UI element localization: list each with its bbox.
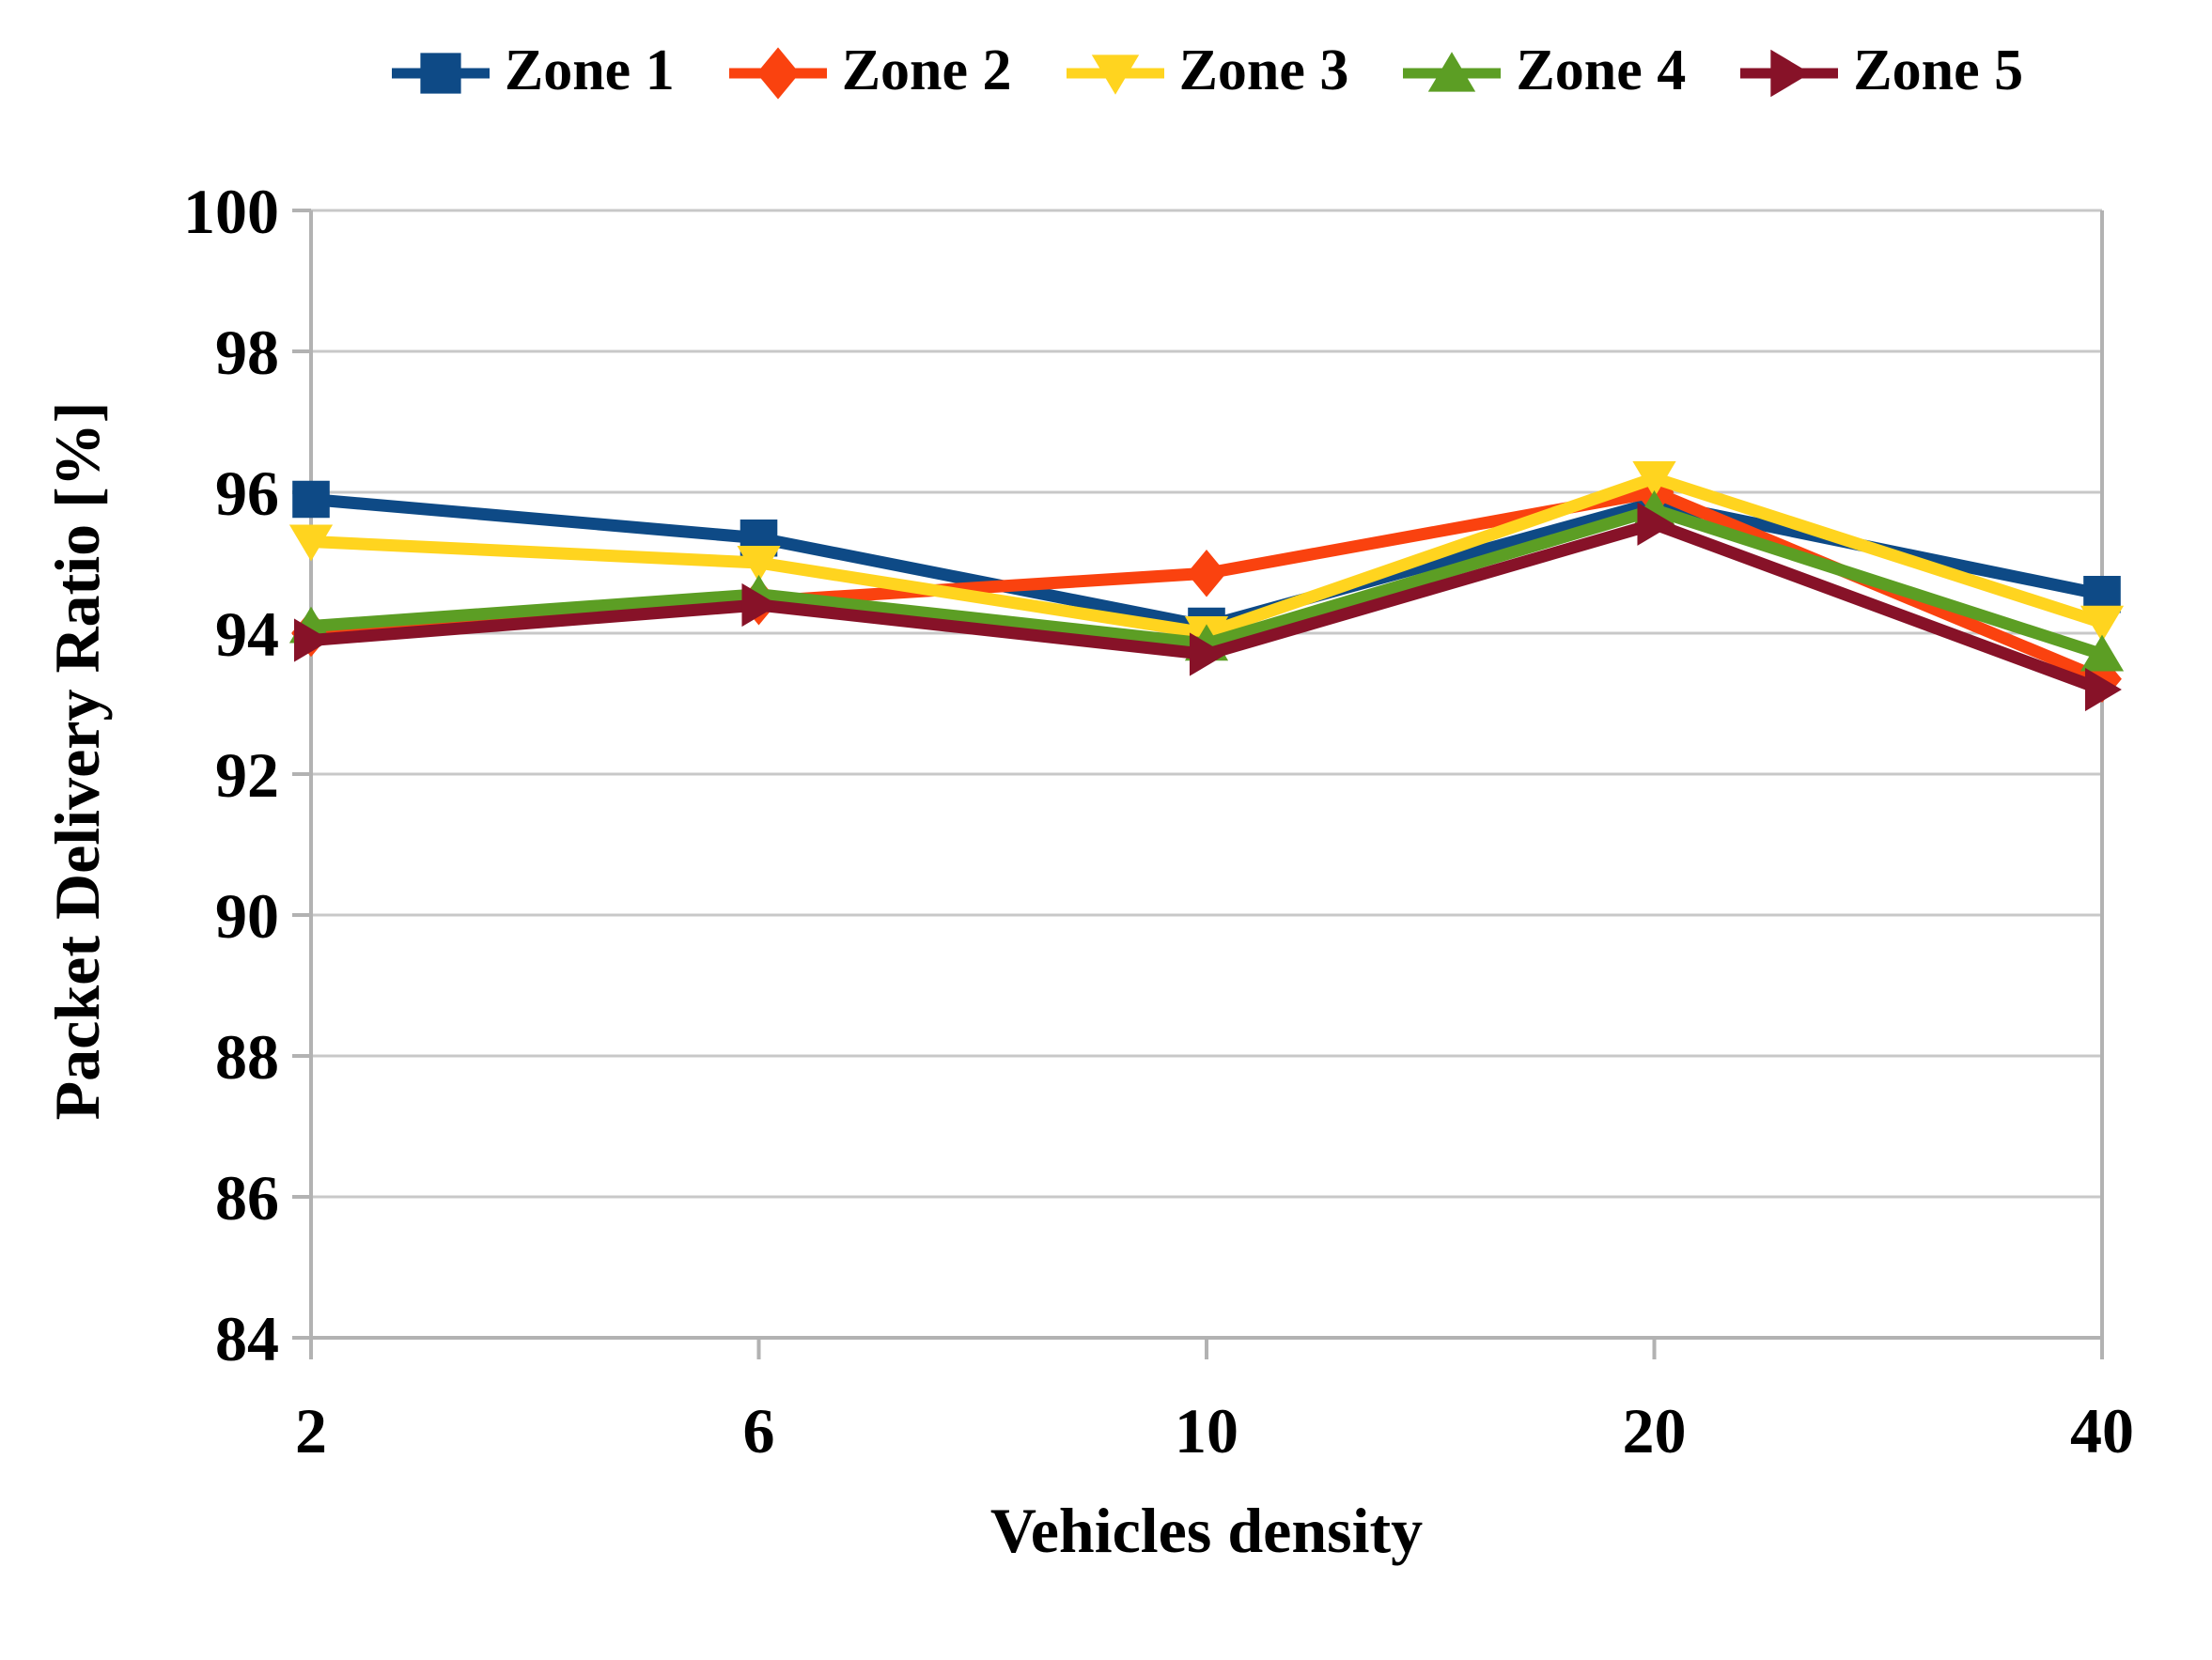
legend-label: Zone 5: [1853, 39, 2024, 102]
zone-3-marker-icon: [737, 545, 781, 582]
zone-1-marker-icon: [292, 480, 330, 519]
zone-3-marker-icon: [1632, 460, 1676, 498]
series-zone-5: [293, 502, 2122, 712]
axes: [292, 209, 2104, 1359]
zone-4-legend-marker-icon: [1403, 52, 1502, 92]
zone-5-marker-icon: [1637, 502, 1675, 546]
x-tick-label-6: 6: [743, 1395, 775, 1466]
y-tick-label-88: 88: [215, 1021, 279, 1093]
x-tick-label-20: 20: [1623, 1395, 1687, 1466]
y-tick-label-98: 98: [215, 317, 279, 388]
y-tick-label-100: 100: [183, 176, 279, 247]
legend-item-zone-2: Zone 2: [727, 36, 1012, 111]
x-tick-label-10: 10: [1175, 1395, 1238, 1466]
y-tick-label-94: 94: [215, 598, 279, 670]
zone-2-legend-marker-icon: [728, 47, 827, 100]
x-tick-label-2: 2: [295, 1395, 327, 1466]
y-tick-label-84: 84: [215, 1303, 279, 1374]
legend-label: Zone 1: [504, 39, 675, 102]
legend: Zone 1 Zone 2 Zone 3 Zone 4 Zone 5: [311, 17, 2102, 130]
legend-item-zone-5: Zone 5: [1738, 36, 2023, 111]
zone-5-marker-icon: [741, 582, 779, 628]
series-zone-2: [291, 468, 2122, 704]
zone-3-marker-icon: [2080, 605, 2125, 643]
y-axis-title: Packet Delivery Ratio [%]: [41, 402, 113, 1121]
zone-3-marker-icon: [288, 524, 334, 562]
y-tick-label-96: 96: [215, 458, 279, 529]
zone-5-legend-marker-icon: [1740, 49, 1839, 98]
legend-item-zone-4: Zone 4: [1401, 36, 1686, 111]
legend-label: Zone 4: [1516, 39, 1687, 102]
data-series: [288, 460, 2125, 712]
legend-item-zone-3: Zone 3: [1065, 36, 1349, 111]
y-tick-label-92: 92: [215, 739, 279, 811]
zone-5-marker-icon: [1189, 632, 1226, 676]
gridlines: [311, 209, 2102, 1199]
zone-4-marker-icon: [2080, 634, 2125, 672]
zone-1-legend-marker-icon: [391, 53, 490, 94]
zone-2-marker-icon: [1187, 549, 1226, 597]
zone-5-marker-icon: [2084, 667, 2122, 712]
zone-3-legend-marker-icon: [1066, 54, 1164, 95]
legend-item-zone-1: Zone 1: [390, 36, 675, 111]
x-tick-label-40: 40: [2070, 1395, 2134, 1466]
zone-1-marker-icon: [2083, 575, 2121, 613]
axis-tick-labels: 84 86 88 90 92 94 96 98 100 2 6 10 20 40: [183, 176, 2134, 1466]
y-tick-label-86: 86: [215, 1162, 279, 1233]
y-tick-label-90: 90: [215, 880, 279, 952]
legend-label: Zone 3: [1178, 39, 1349, 102]
x-axis-title: Vehicles density: [990, 1495, 1423, 1566]
legend-label: Zone 2: [841, 39, 1012, 102]
zone-5-marker-icon: [293, 618, 331, 662]
